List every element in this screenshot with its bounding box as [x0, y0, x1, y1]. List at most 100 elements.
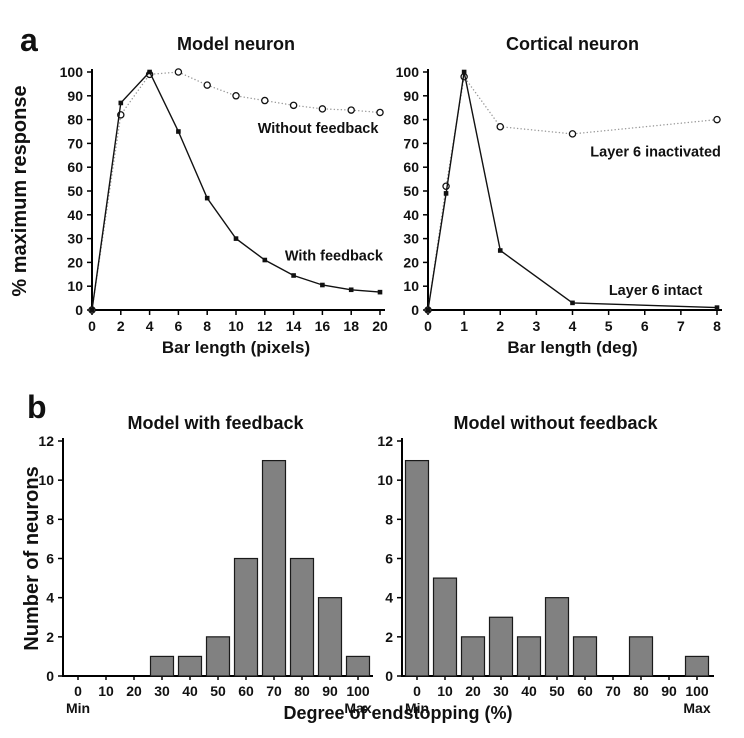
y-tick-label: 0 [385, 668, 393, 684]
x-tick-label: 30 [493, 683, 509, 699]
bar [404, 459, 430, 677]
y-tick-label: 8 [385, 511, 393, 527]
series-line-without-feedback [91, 71, 381, 311]
y-axis-label: Number of neurons [21, 466, 43, 650]
y-tick-label: 2 [385, 629, 393, 645]
data-point-with-feedback [233, 236, 239, 241]
bar [572, 636, 598, 677]
panel-b-x-axis-label: Degree of endstopping (%) [283, 703, 513, 723]
bar [432, 577, 458, 677]
x-min-label: Min [66, 700, 90, 716]
y-tick-label: 60 [67, 159, 83, 175]
bar [544, 597, 570, 677]
x-tick-label: 60 [238, 683, 254, 699]
y-tick-label: 60 [403, 159, 419, 175]
bar [149, 655, 175, 677]
y-axis-label: % maximum response [9, 85, 31, 296]
x-tick-label: 70 [605, 683, 621, 699]
y-tick-label: 10 [377, 472, 393, 488]
bar [460, 636, 486, 677]
series-label-layer-6-inactivated: Layer 6 inactivated [590, 145, 721, 161]
y-tick-label: 50 [403, 183, 419, 199]
data-point-layer-6-intact [570, 300, 575, 306]
model-neuron-chart: 0 10 20 30 40 50 60 70 80 90 100 0 2 4 6 8 10 12 14 16 18 20 M… [9, 34, 388, 357]
x-tick-label: 5 [605, 318, 613, 334]
x-tick-label: 6 [175, 318, 183, 334]
x-tick-label: 0 [413, 683, 421, 699]
y-tick-label: 90 [67, 88, 83, 104]
x-tick-label: 7 [677, 318, 685, 334]
x-tick-label: 90 [322, 683, 338, 699]
data-point-with-feedback [118, 100, 124, 106]
x-tick-label: 80 [294, 683, 310, 699]
data-point-without-feedback [261, 96, 269, 105]
series-line-with-feedback [91, 70, 381, 311]
x-tick-label: 20 [465, 683, 481, 699]
x-max-label: Max [683, 700, 710, 716]
x-tick-label: 6 [641, 318, 649, 334]
y-tick-label: 40 [403, 207, 419, 223]
y-tick-label: 10 [403, 278, 419, 294]
y-tick-label: 0 [411, 302, 419, 318]
x-tick-label: 16 [315, 318, 331, 334]
x-tick-label: 8 [203, 318, 211, 334]
bar [205, 636, 231, 677]
data-point-layer-6-intact [443, 191, 449, 196]
y-tick-label: 0 [75, 302, 83, 318]
x-tick-label: 1 [460, 318, 468, 334]
y-tick-label: 4 [385, 590, 393, 606]
series-label-layer-6-intact: Layer 6 intact [609, 283, 703, 299]
y-tick-label: 80 [403, 112, 419, 128]
x-tick-label: 4 [146, 318, 154, 334]
x-tick-label: 0 [88, 318, 96, 334]
x-tick-label: 50 [549, 683, 565, 699]
data-point-with-feedback [147, 69, 152, 75]
bar [628, 636, 654, 677]
bar [177, 655, 203, 677]
y-tick-label: 90 [403, 88, 419, 104]
x-min-label: Min [405, 700, 429, 716]
x-tick-label: 20 [126, 683, 142, 699]
data-point-without-feedback [232, 92, 240, 100]
x-tick-label: 2 [496, 318, 504, 334]
x-tick-label: 10 [228, 318, 244, 334]
data-point-with-feedback [291, 273, 296, 278]
data-point-layer-6-inactivated [442, 182, 450, 190]
y-tick-label: 2 [46, 629, 54, 645]
y-tick-label: 80 [67, 112, 83, 128]
x-tick-label: 100 [346, 683, 370, 699]
x-tick-label: 20 [372, 318, 388, 334]
data-point-without-feedback [347, 106, 355, 114]
data-point-layer-6-intact [425, 307, 431, 313]
x-axis-label: Bar length (pixels) [162, 338, 310, 357]
bar [261, 459, 287, 677]
y-tick-label: 30 [67, 231, 83, 247]
y-tick-label: 10 [67, 278, 83, 294]
data-point-without-feedback [174, 68, 183, 76]
y-tick-label: 100 [396, 64, 420, 80]
data-point-with-feedback [89, 307, 95, 313]
x-tick-label: 3 [532, 318, 540, 334]
y-tick-label: 12 [38, 433, 54, 449]
y-tick-label: 10 [38, 472, 54, 488]
x-axis-label: Bar length (deg) [507, 338, 637, 357]
data-point-layer-6-intact [461, 69, 467, 75]
series-label-without-feedback: Without feedback [258, 121, 380, 137]
cortical-neuron-chart: 0 10 20 30 40 50 60 70 80 90 100 0 1 2 3 4 5 6 7 8 Cortical … [396, 34, 722, 357]
series-label-with-feedback: With feedback [285, 248, 384, 264]
y-tick-label: 40 [67, 207, 83, 223]
y-tick-label: 4 [46, 590, 54, 606]
data-point-without-feedback [203, 81, 211, 89]
y-tick-label: 12 [377, 433, 393, 449]
x-tick-label: 70 [266, 683, 282, 699]
data-point-with-feedback [204, 195, 210, 201]
data-point-with-feedback [377, 289, 383, 295]
x-tick-label: 90 [661, 683, 677, 699]
data-point-with-feedback [176, 129, 181, 134]
x-tick-label: 12 [257, 318, 273, 334]
y-tick-label: 50 [67, 183, 83, 199]
x-tick-label: 40 [521, 683, 537, 699]
y-tick-label: 8 [46, 511, 54, 527]
